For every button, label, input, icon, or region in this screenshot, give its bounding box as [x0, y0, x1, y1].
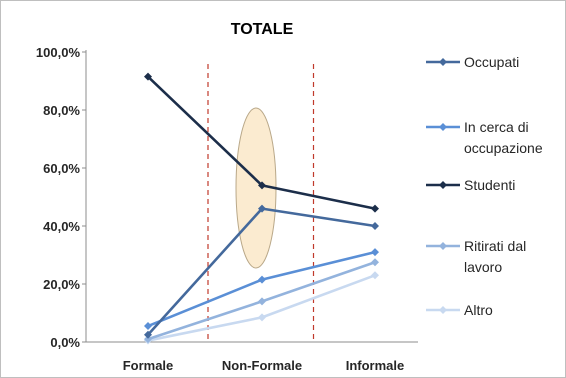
- data-point-1-3: [371, 222, 379, 230]
- legend-label-4: Ritirati dal lavoro: [464, 238, 526, 275]
- y-tick-label: 20,0%: [43, 277, 80, 292]
- legend-swatch-marker-1: [439, 58, 447, 66]
- x-tick-label: Non-Formale: [222, 358, 302, 373]
- data-point-2-3: [371, 248, 379, 257]
- y-tick-label: 60,0%: [43, 161, 80, 176]
- data-point-3-2: [258, 181, 266, 190]
- data-point-1-1: [144, 330, 152, 339]
- legend-swatch-marker-5: [439, 306, 447, 314]
- series-line-5: [147, 274, 376, 342]
- data-point-3-1: [144, 72, 152, 81]
- legend-label-line: occupazione: [464, 140, 543, 156]
- data-point-5-2: [258, 313, 266, 322]
- legend-label-1: Occupati: [464, 54, 519, 70]
- legend-label-5: Altro: [464, 302, 493, 318]
- data-point-4-1: [144, 335, 152, 344]
- x-tick-label: Informale: [346, 358, 405, 373]
- y-tick-label: 80,0%: [43, 103, 80, 118]
- legend-label-3: Studenti: [464, 177, 515, 193]
- series-layer: [144, 72, 379, 345]
- y-tick-label: 0,0%: [50, 335, 80, 350]
- legend-label-line: Studenti: [464, 177, 515, 193]
- data-point-4-2: [258, 297, 266, 306]
- legend-label-line: In cerca di: [464, 119, 529, 135]
- chart-title: TOTALE: [231, 21, 294, 38]
- legend-swatch-marker-4: [439, 242, 447, 250]
- y-tick-label: 100,0%: [36, 45, 81, 60]
- data-point-1-2: [258, 204, 266, 213]
- data-point-4-3: [371, 258, 379, 267]
- legend: Occupati In cerca di occupazione Studenti Ri…: [426, 54, 543, 318]
- legend-label-2: In cerca di occupazione: [464, 119, 543, 156]
- legend-label-line: Altro: [464, 302, 493, 318]
- data-point-2-2: [258, 275, 266, 284]
- legend-label-line: Ritirati dal: [464, 238, 526, 254]
- data-point-5-3: [371, 271, 379, 280]
- data-point-3-3: [371, 204, 379, 213]
- x-tick-label: Formale: [123, 358, 174, 373]
- axes-layer: 0,0% 20,0% 40,0% 60,0% 80,0% 100,0% Formale Non…: [36, 45, 418, 373]
- legend-label-line: lavoro: [464, 259, 502, 275]
- y-tick-label: 40,0%: [43, 219, 80, 234]
- legend-label-line: Occupati: [464, 54, 519, 70]
- data-point-2-1: [144, 322, 152, 331]
- legend-swatch-marker-2: [439, 123, 447, 131]
- legend-swatch-marker-3: [439, 181, 447, 189]
